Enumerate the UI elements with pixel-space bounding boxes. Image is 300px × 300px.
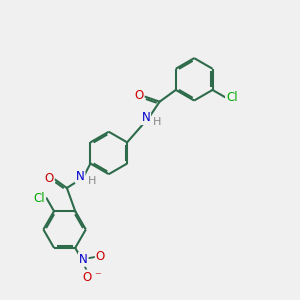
Text: O: O xyxy=(82,271,92,284)
Text: N: N xyxy=(141,111,150,124)
Text: H: H xyxy=(88,176,97,186)
Text: H: H xyxy=(153,117,162,127)
Text: Cl: Cl xyxy=(226,91,238,104)
Text: ⁻: ⁻ xyxy=(94,270,101,283)
Text: O: O xyxy=(96,250,105,263)
Text: O: O xyxy=(45,172,54,185)
Text: O: O xyxy=(134,89,144,102)
Text: N: N xyxy=(79,253,88,266)
Text: Cl: Cl xyxy=(34,192,45,205)
Text: N: N xyxy=(76,170,85,183)
